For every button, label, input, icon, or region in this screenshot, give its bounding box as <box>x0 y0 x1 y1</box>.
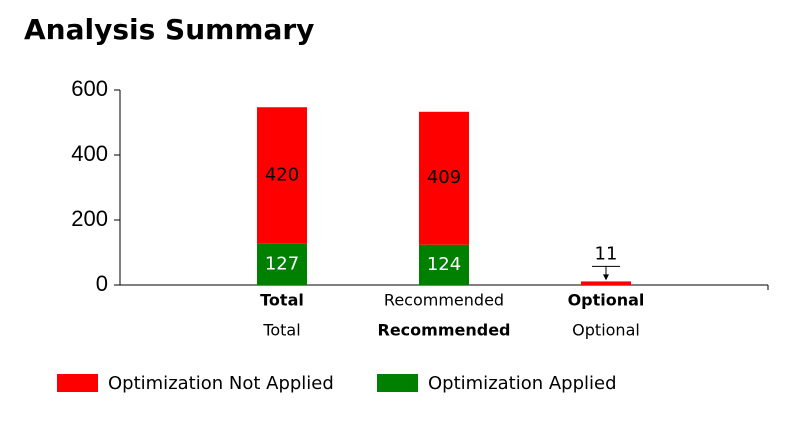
legend-swatch <box>377 374 418 392</box>
x-tick-label-second: Recommended <box>378 321 511 340</box>
bar-segment <box>257 243 307 285</box>
chart-title: Analysis Summary <box>24 13 314 46</box>
data-label: 127 <box>265 253 299 274</box>
x-tick-label: Total <box>260 291 304 310</box>
bar-segment <box>257 107 307 244</box>
y-tick-label: 400 <box>71 141 108 166</box>
legend-label: Optimization Applied <box>428 373 617 394</box>
bar-segment <box>419 111 469 245</box>
data-label: 420 <box>265 164 299 185</box>
legend-label: Optimization Not Applied <box>108 373 334 394</box>
x-tick-label: Recommended <box>384 291 504 310</box>
y-tick-label: 0 <box>96 271 108 296</box>
bar-segment <box>419 244 469 285</box>
x-tick-label-second: Optional <box>572 321 640 340</box>
y-tick-label: 200 <box>71 206 108 231</box>
x-tick-label-second: Total <box>262 321 300 340</box>
data-label: 409 <box>427 167 461 188</box>
callout-arrow <box>603 274 609 281</box>
data-label: 124 <box>427 254 461 275</box>
x-tick-label: Optional <box>568 291 645 310</box>
legend-swatch <box>57 374 98 392</box>
y-tick-label: 600 <box>71 76 108 101</box>
bar-segment <box>581 281 631 285</box>
data-label: 11 <box>595 243 618 264</box>
